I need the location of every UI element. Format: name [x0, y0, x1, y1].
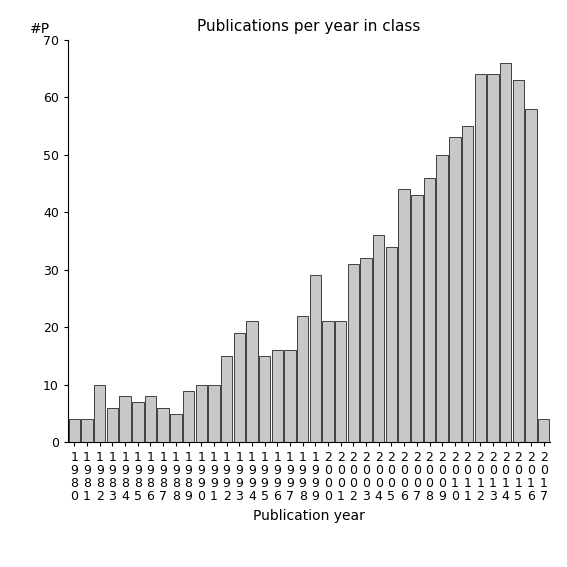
Bar: [170, 413, 181, 442]
Bar: [183, 391, 194, 442]
Bar: [525, 109, 537, 442]
Title: Publications per year in class: Publications per year in class: [197, 19, 421, 35]
Bar: [361, 258, 372, 442]
Bar: [221, 356, 232, 442]
Bar: [120, 396, 131, 442]
Bar: [297, 316, 308, 442]
Bar: [246, 321, 257, 442]
Bar: [373, 235, 384, 442]
Text: #P: #P: [29, 22, 49, 36]
Bar: [284, 350, 296, 442]
Bar: [322, 321, 334, 442]
Bar: [399, 189, 410, 442]
Bar: [132, 402, 143, 442]
Bar: [348, 264, 359, 442]
Bar: [234, 333, 245, 442]
Bar: [449, 137, 460, 442]
Bar: [475, 74, 486, 442]
Bar: [538, 419, 549, 442]
Bar: [259, 356, 270, 442]
Bar: [310, 276, 321, 442]
Bar: [272, 350, 283, 442]
Bar: [500, 63, 511, 442]
Bar: [513, 80, 524, 442]
Bar: [462, 126, 473, 442]
Bar: [386, 247, 397, 442]
Bar: [411, 195, 422, 442]
X-axis label: Publication year: Publication year: [253, 509, 365, 523]
Bar: [81, 419, 93, 442]
Bar: [424, 177, 435, 442]
Bar: [94, 385, 105, 442]
Bar: [437, 155, 448, 442]
Bar: [487, 74, 498, 442]
Bar: [335, 321, 346, 442]
Bar: [208, 385, 219, 442]
Bar: [196, 385, 207, 442]
Bar: [107, 408, 118, 442]
Bar: [158, 408, 169, 442]
Bar: [69, 419, 80, 442]
Bar: [145, 396, 156, 442]
